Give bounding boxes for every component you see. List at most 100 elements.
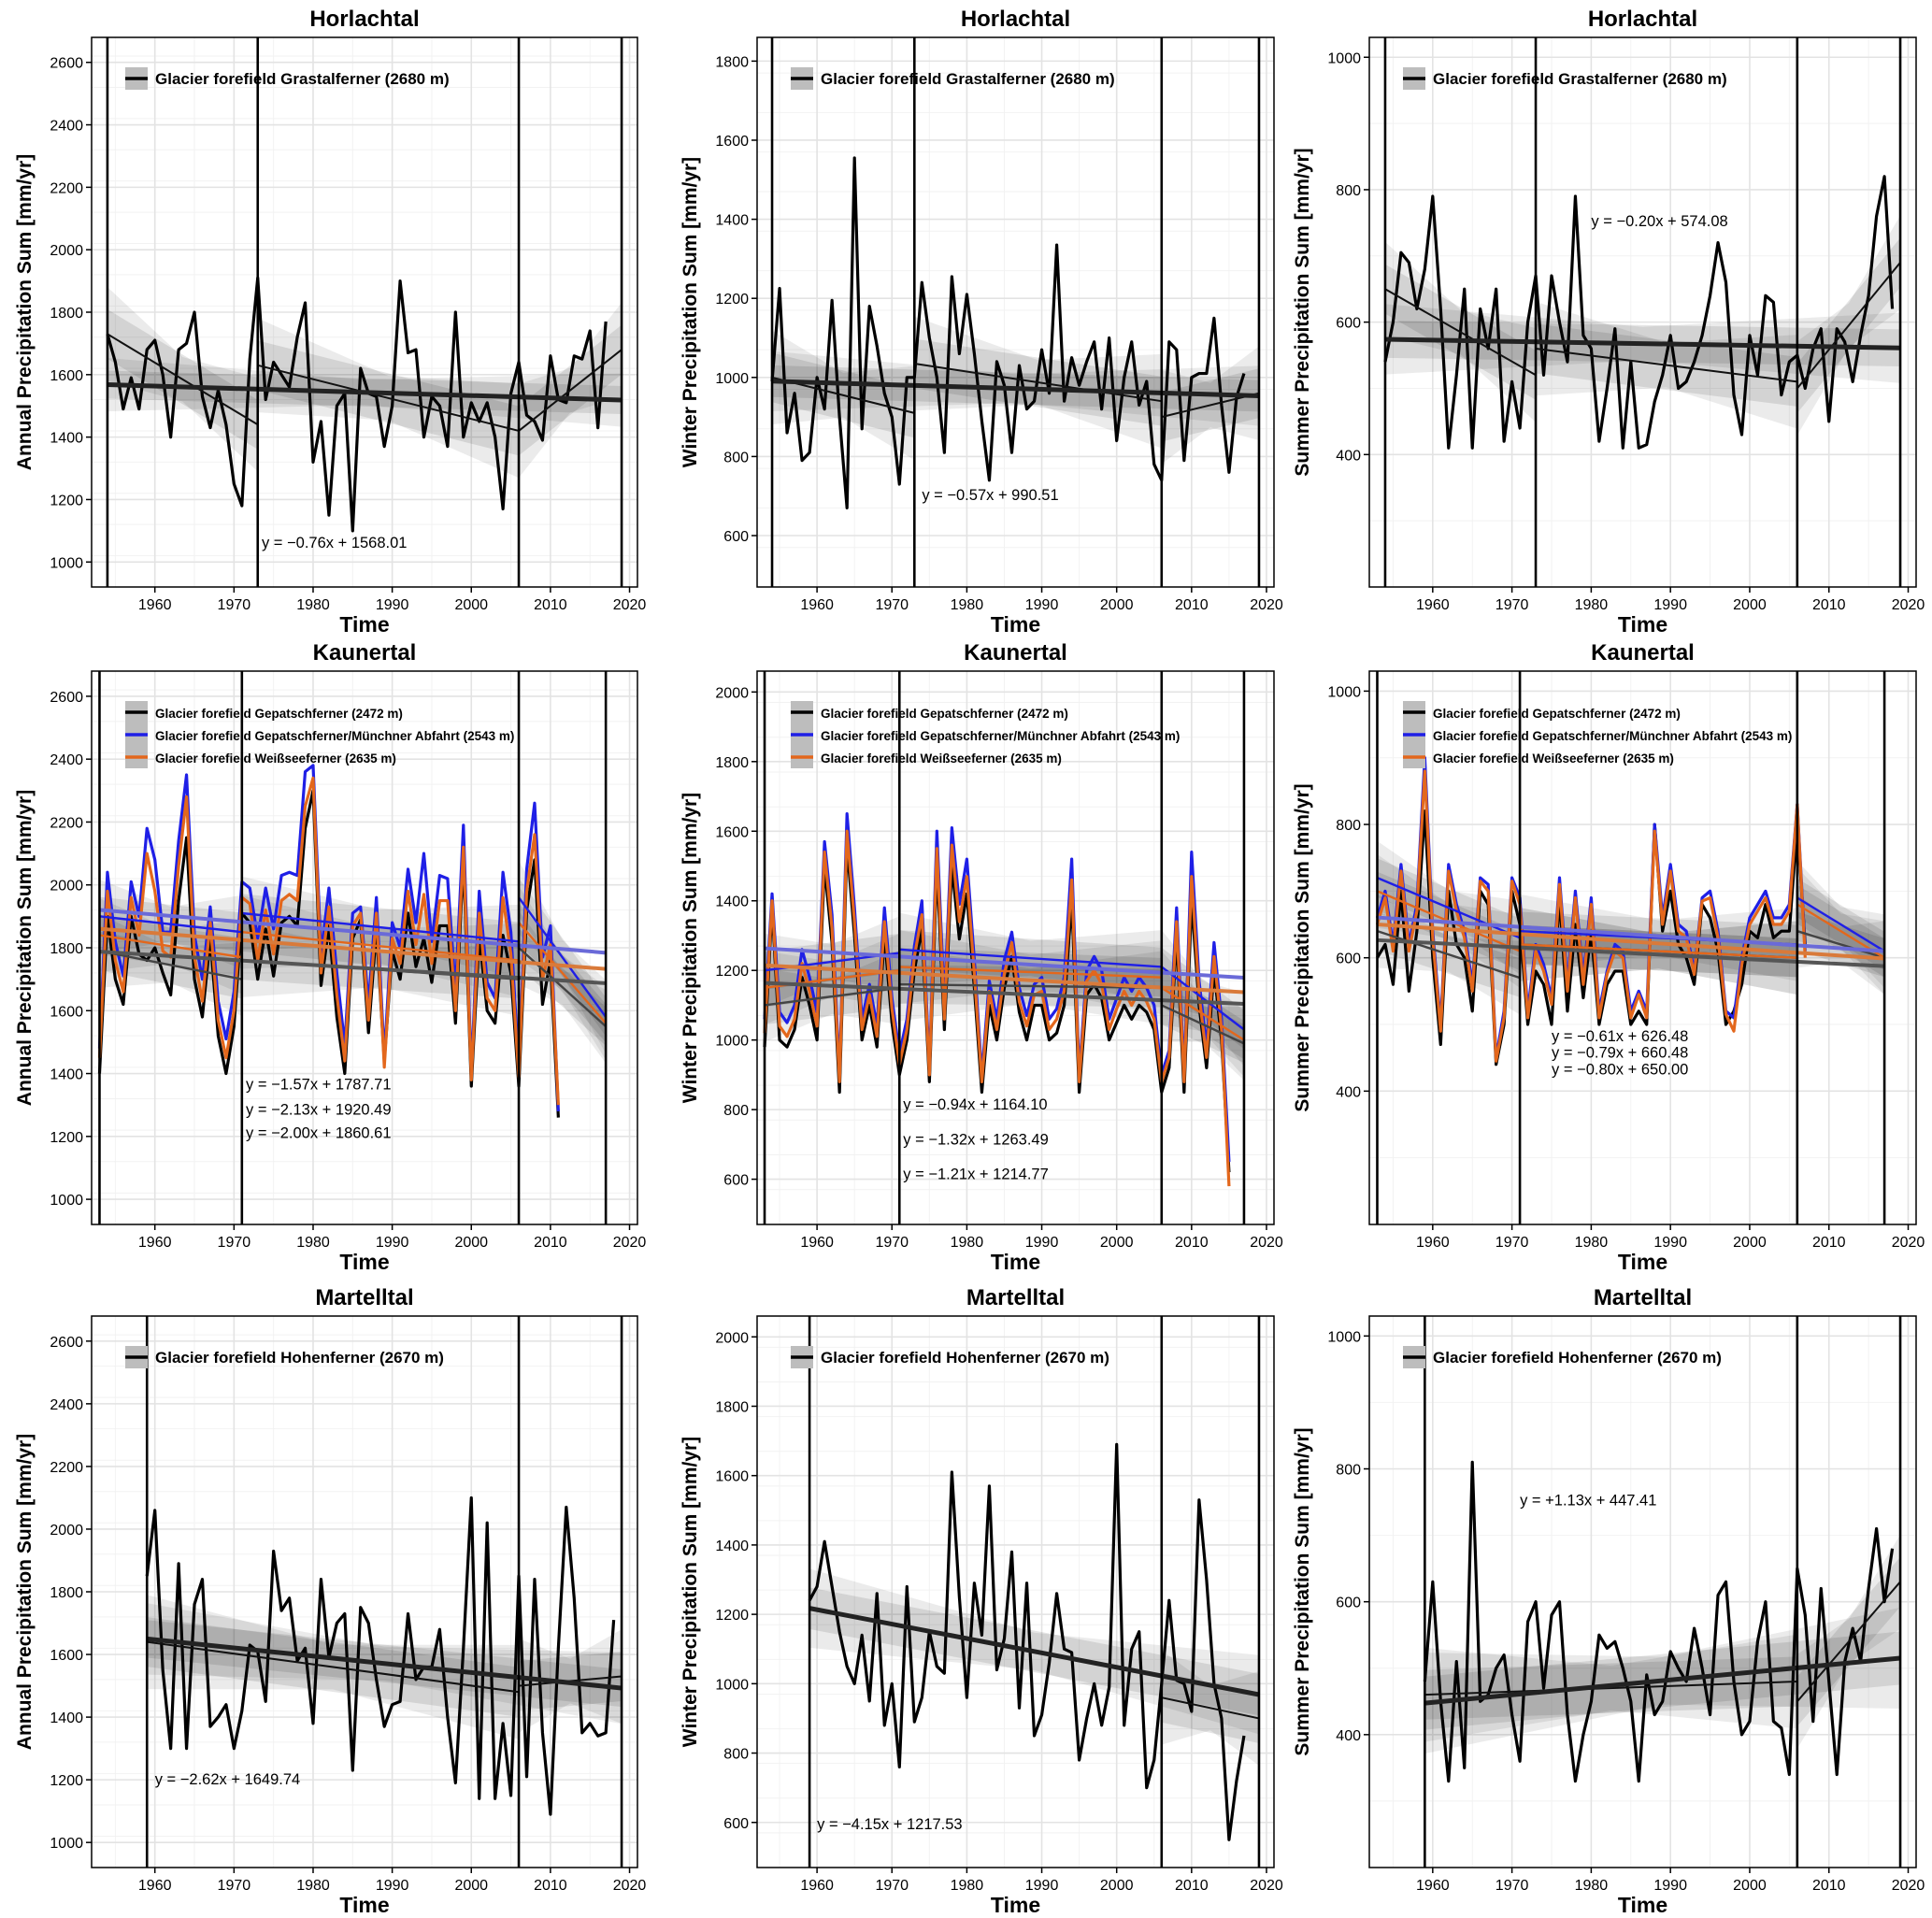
x-tick-label: 1970 <box>1496 1235 1529 1251</box>
x-tick-label: 1980 <box>1575 1878 1609 1894</box>
y-tick-label: 1400 <box>50 1067 83 1083</box>
y-tick-label: 2000 <box>50 879 83 895</box>
segment-trend-line-1 <box>899 948 1162 968</box>
trend-equation: y = −1.21x + 1214.77 <box>903 1167 1049 1183</box>
x-tick-label: 1990 <box>1025 1878 1059 1894</box>
plot-frame <box>756 1315 1275 1868</box>
y-tick-label: 2000 <box>50 243 83 259</box>
y-tick-label: 2400 <box>50 1397 83 1413</box>
x-tick-label: 1980 <box>296 1878 330 1894</box>
overall-trend-line-0 <box>1377 938 1885 968</box>
x-tick-label: 2010 <box>1175 1235 1209 1251</box>
series-line-0 <box>106 276 608 533</box>
legend-label: Glacier forefield Gepatschferner/Münchne… <box>821 729 1180 743</box>
x-tick-label: 2000 <box>1733 1235 1767 1251</box>
y-tick-label: 1800 <box>50 941 83 957</box>
plot-area <box>97 764 608 1118</box>
x-tick-label: 1960 <box>800 597 834 613</box>
y-tick-label: 1200 <box>715 292 749 308</box>
x-axis-title: Time <box>339 1893 389 1913</box>
x-tick-label: 1960 <box>1416 1235 1450 1251</box>
y-tick-label: 1400 <box>715 213 749 229</box>
x-tick-label: 1970 <box>875 1878 909 1894</box>
y-tick-label: 1200 <box>715 1608 749 1624</box>
plot-frame <box>1368 670 1917 1225</box>
x-tick-label: 2020 <box>613 597 647 613</box>
segment-trend-line-1 <box>241 911 520 943</box>
y-tick-label: 2400 <box>50 752 83 768</box>
segment-trend-line-0 <box>764 986 900 1007</box>
x-tick-label: 2010 <box>1812 597 1846 613</box>
x-tick-label: 1990 <box>376 1235 409 1251</box>
trend-equation: y = −0.61x + 626.48 <box>1552 1028 1688 1045</box>
overall-trend-line <box>1424 1655 1901 1706</box>
y-tick-label: 2400 <box>50 119 83 135</box>
y-tick-label: 1000 <box>1327 50 1361 66</box>
segment-trend-line-2 <box>241 930 520 962</box>
segment-trend-line <box>147 1640 520 1694</box>
plot-area <box>145 1496 623 1816</box>
overall-trend-line <box>107 382 623 403</box>
y-tick-label: 1400 <box>715 1539 749 1554</box>
x-tick-label: 1970 <box>218 1878 251 1894</box>
y-tick-label: 1400 <box>50 431 83 447</box>
x-tick-label: 2010 <box>1175 597 1209 613</box>
overall-trend-line <box>771 379 1260 398</box>
segment-trend-line <box>1384 288 1537 377</box>
y-tick-label: 1000 <box>50 1193 83 1209</box>
y-tick-label: 1600 <box>715 134 749 150</box>
plot-frame <box>1368 36 1917 588</box>
x-tick-label: 2020 <box>1250 1878 1283 1894</box>
trend-equation: y = −2.00x + 1860.61 <box>246 1125 392 1142</box>
plot-background <box>1369 37 1916 587</box>
y-tick-label: 1800 <box>50 306 83 322</box>
y-tick-label: 1800 <box>715 755 749 771</box>
y-tick-label: 800 <box>723 1747 749 1763</box>
panel-title: Martelltal <box>315 1285 413 1310</box>
y-tick-label: 800 <box>1336 1462 1361 1478</box>
segment-trend-line-0 <box>899 982 1162 990</box>
x-tick-label: 1990 <box>1653 1878 1687 1894</box>
y-tick-label: 1600 <box>715 824 749 840</box>
y-axis-title: Annual Precipitation Sum [mm/yr] <box>14 1434 36 1750</box>
x-tick-label: 1960 <box>138 1878 172 1894</box>
x-axis-title: Time <box>339 612 389 637</box>
trend-equation: y = −4.15x + 1217.53 <box>817 1816 963 1833</box>
y-tick-label: 600 <box>1336 1596 1361 1611</box>
x-tick-label: 1970 <box>875 1235 909 1251</box>
x-tick-label: 1990 <box>1025 597 1059 613</box>
overall-trend-line <box>146 1636 623 1691</box>
y-tick-label: 1000 <box>1327 1329 1361 1345</box>
x-axis-title: Time <box>991 612 1040 637</box>
legend-label: Glacier forefield Gepatschferner (2472 m… <box>1433 707 1681 721</box>
legend-label: Glacier forefield Weißseeferner (2635 m) <box>155 751 396 766</box>
y-tick-label: 2200 <box>50 815 83 831</box>
y-axis-title: Winter Precipitation Sum [mm/yr] <box>680 1437 701 1747</box>
x-tick-label: 1980 <box>951 597 984 613</box>
x-tick-label: 1990 <box>1653 1235 1687 1251</box>
y-axis-title: Annual Precipitation Sum [mm/yr] <box>14 790 36 1106</box>
segment-trend-line-2 <box>899 966 1162 979</box>
plot-area <box>808 1442 1260 1841</box>
x-tick-label: 1980 <box>951 1235 984 1251</box>
y-tick-label: 1000 <box>715 1034 749 1050</box>
panel-title: Kaunertal <box>1591 640 1695 666</box>
segment-trend-line-1 <box>99 915 242 934</box>
panel-0-1: Glacier forefield Grastalferner (2680 m)… <box>680 7 1283 637</box>
panel-2-2: Glacier forefield Hohenferner (2670 m) y … <box>1292 1285 1925 1917</box>
segment-trend-line <box>1535 347 1797 383</box>
y-tick-label: 800 <box>1336 183 1361 199</box>
y-tick-label: 600 <box>723 529 749 545</box>
segment-trend-line-0 <box>1161 1004 1245 1045</box>
segment-trend-line <box>107 333 259 426</box>
panel-1-0: Glacier forefield Gepatschferner (2472 m… <box>14 640 646 1274</box>
x-tick-label: 2010 <box>534 1235 567 1251</box>
panel-title: Horlachtal <box>961 7 1070 32</box>
legend-label: Glacier forefield Grastalferner (2680 m) <box>1433 70 1727 88</box>
x-tick-label: 1980 <box>296 1235 330 1251</box>
x-tick-label: 1980 <box>1575 597 1609 613</box>
series-line-1 <box>1375 756 1807 1060</box>
panel-title: Kaunertal <box>313 640 417 666</box>
panel-title: Horlachtal <box>309 7 419 32</box>
segment-trend-line <box>1424 1680 1797 1696</box>
